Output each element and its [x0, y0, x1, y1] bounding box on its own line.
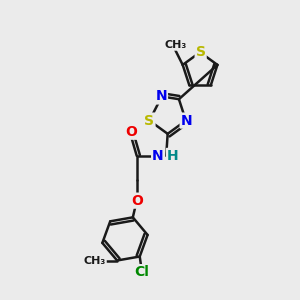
Text: O: O: [125, 125, 137, 139]
Text: N: N: [152, 149, 164, 163]
Text: N: N: [155, 89, 167, 103]
Text: H: H: [167, 149, 178, 163]
Text: S: S: [196, 45, 206, 59]
Text: CH₃: CH₃: [164, 40, 187, 50]
Text: N: N: [181, 114, 192, 128]
Text: CH₃: CH₃: [84, 256, 106, 266]
Text: O: O: [131, 194, 143, 208]
Text: Cl: Cl: [134, 265, 148, 279]
Text: S: S: [145, 114, 154, 128]
